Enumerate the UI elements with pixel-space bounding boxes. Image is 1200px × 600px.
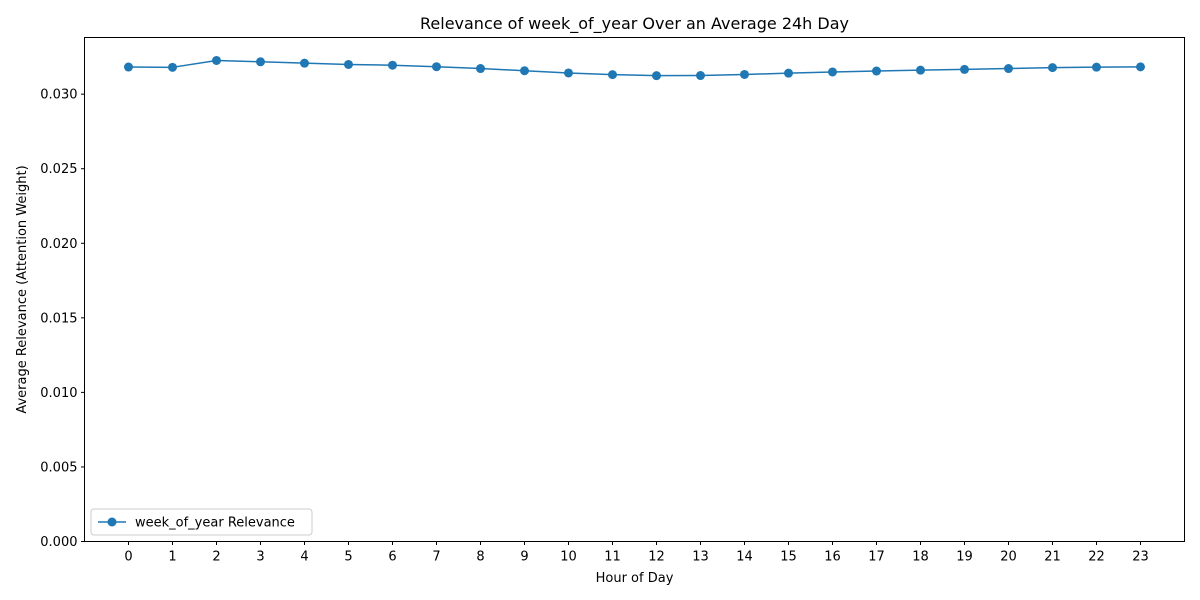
data-point xyxy=(872,66,881,76)
data-point xyxy=(652,71,661,81)
legend-marker-swatch xyxy=(107,517,117,527)
data-point xyxy=(476,64,485,74)
y-tick-label: 0.020 xyxy=(40,237,77,252)
y-tick-label: 0.005 xyxy=(40,460,77,475)
data-point xyxy=(432,62,441,72)
x-tick-label: 21 xyxy=(1044,550,1061,565)
x-tick-label: 7 xyxy=(432,550,440,565)
legend: week_of_year Relevance xyxy=(90,508,313,536)
x-tick-label: 8 xyxy=(476,550,484,565)
y-tick-label: 0.000 xyxy=(40,535,77,550)
data-point xyxy=(784,68,793,78)
y-tick-label: 0.015 xyxy=(40,311,77,326)
data-point xyxy=(344,59,353,69)
data-point xyxy=(1136,62,1145,72)
x-axis: 0 1 2 3 4 5 6 7 8 9 10 11 12 13 14 15 16 17 18 19 20 21 22 23 xyxy=(124,541,1149,565)
y-tick-label: 0.025 xyxy=(40,162,77,177)
data-point xyxy=(740,69,749,79)
data-point xyxy=(212,55,221,65)
legend-frame xyxy=(90,508,313,536)
x-tick-label: 19 xyxy=(956,550,973,565)
x-tick-label: 2 xyxy=(212,550,220,565)
x-tick-label: 4 xyxy=(300,550,308,565)
data-point xyxy=(916,65,925,75)
x-tick-label: 17 xyxy=(868,550,885,565)
x-tick-label: 14 xyxy=(736,550,753,565)
data-point xyxy=(1004,64,1013,74)
x-tick-label: 0 xyxy=(124,550,132,565)
x-axis-label: Hour of Day xyxy=(596,571,674,586)
legend-entry-label: week_of_year Relevance xyxy=(135,516,295,531)
x-tick-label: 9 xyxy=(520,550,528,565)
data-point xyxy=(828,67,837,77)
chart-title: Relevance of week_of_year Over an Averag… xyxy=(420,14,849,34)
data-point xyxy=(564,68,573,78)
y-tick-label: 0.010 xyxy=(40,386,77,401)
data-point xyxy=(696,71,705,81)
data-point xyxy=(960,64,969,74)
y-tick-label: 0.030 xyxy=(40,88,77,103)
y-axis-label: Average Relevance (Attention Weight) xyxy=(15,165,30,413)
plot-frame xyxy=(84,37,1185,542)
series-line xyxy=(128,59,1141,77)
x-tick-label: 22 xyxy=(1088,550,1105,565)
x-tick-label: 5 xyxy=(344,550,352,565)
data-point xyxy=(1092,62,1101,72)
data-point xyxy=(300,58,309,68)
x-tick-label: 12 xyxy=(648,550,665,565)
data-point xyxy=(1048,63,1057,73)
x-tick-label: 18 xyxy=(912,550,929,565)
x-tick-label: 1 xyxy=(168,550,176,565)
x-tick-label: 10 xyxy=(560,550,577,565)
data-point xyxy=(520,66,529,76)
x-tick-label: 13 xyxy=(692,550,709,565)
series-layer xyxy=(124,55,1145,81)
x-tick-label: 11 xyxy=(604,550,621,565)
y-axis: 0.000 0.005 0.010 0.015 0.020 0.025 0.030 xyxy=(40,88,85,550)
x-tick-label: 15 xyxy=(780,550,797,565)
x-tick-label: 23 xyxy=(1132,550,1149,565)
data-point xyxy=(124,62,133,72)
data-point xyxy=(608,70,617,80)
data-point xyxy=(388,60,397,70)
data-point xyxy=(168,62,177,72)
x-tick-label: 20 xyxy=(1000,550,1017,565)
data-point xyxy=(256,57,265,67)
x-tick-label: 16 xyxy=(824,550,841,565)
x-tick-label: 6 xyxy=(388,550,396,565)
x-tick-label: 3 xyxy=(256,550,264,565)
